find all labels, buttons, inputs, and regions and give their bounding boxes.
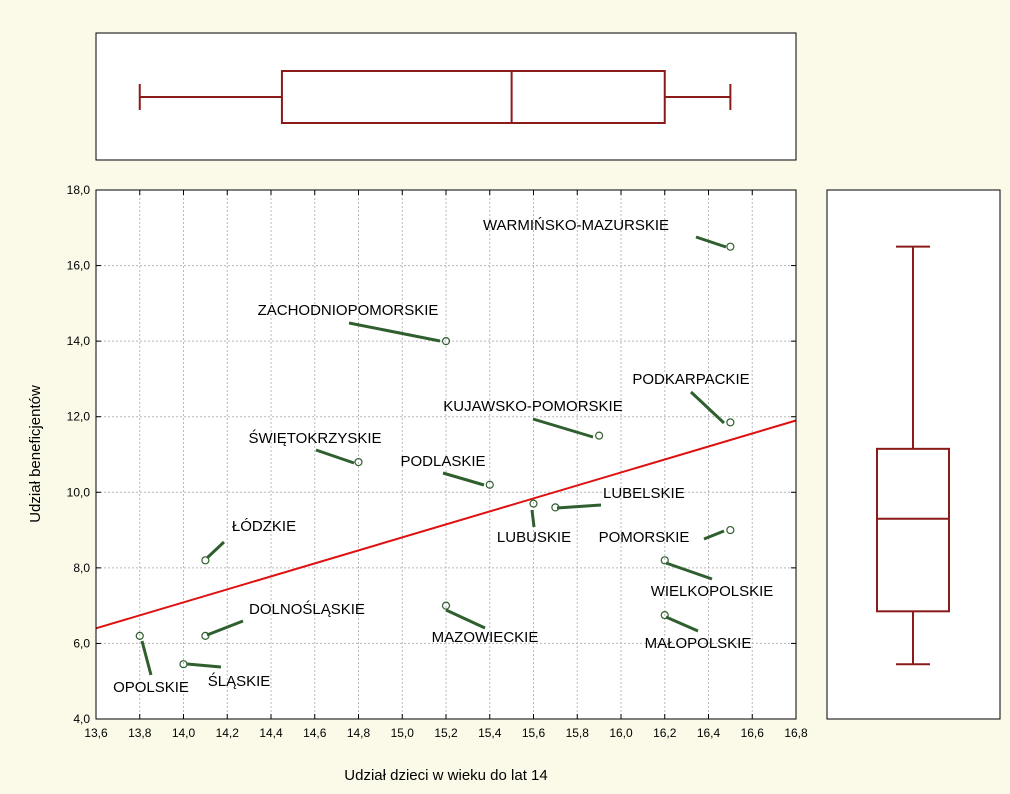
- data-point: [595, 431, 604, 440]
- leader-line: [205, 540, 226, 560]
- data-points: [135, 242, 735, 669]
- point-label: WARMIŃSKO-MAZURSKIE: [483, 217, 669, 234]
- leader-line: [532, 417, 594, 439]
- data-point: [135, 631, 144, 640]
- y-axis-label: Udział beneficjentów: [27, 385, 44, 523]
- x-tick-label: 14,4: [259, 726, 283, 740]
- point-label: LUBELSKIE: [603, 485, 685, 502]
- point-label: MAZOWIECKIE: [432, 629, 539, 646]
- point-label: POMORSKIE: [599, 529, 690, 546]
- x-axis-ticks: 13,6 13,8 14,0 14,2 14,4 14,6 14,8 15,0 15,2 15,4…: [84, 190, 808, 740]
- leader-line: [530, 509, 536, 528]
- data-point: [354, 457, 363, 467]
- y-tick-label: 4,0: [73, 712, 90, 726]
- data-point: [660, 556, 669, 565]
- x-tick-label: 16,8: [784, 726, 808, 740]
- point-label: ŚLĄSKIE: [208, 672, 271, 690]
- data-point: [179, 660, 188, 669]
- x-tick-label: 13,6: [84, 726, 108, 740]
- leader-line: [348, 321, 441, 343]
- y-tick-label: 12,0: [67, 410, 91, 424]
- y-tick-label: 6,0: [73, 636, 90, 650]
- top-box-iqr: [280, 70, 666, 124]
- leader-line: [186, 662, 222, 669]
- y-tick-label: 18,0: [67, 183, 91, 197]
- right-boxplot: [876, 245, 950, 666]
- point-labels: WARMIŃSKO-MAZURSKIE ZACHODNIOPOMORSKIE POD…: [113, 217, 773, 696]
- leader-line: [556, 503, 602, 510]
- data-point: [726, 525, 735, 535]
- y-tick-label: 8,0: [73, 561, 90, 575]
- x-tick-label: 16,2: [653, 726, 677, 740]
- point-label: MAŁOPOLSKIE: [645, 635, 752, 652]
- leader-line: [442, 471, 485, 487]
- data-point: [726, 418, 735, 427]
- x-tick-label: 14,6: [303, 726, 327, 740]
- point-label: KUJAWSKO-POMORSKIE: [443, 398, 622, 415]
- regression-line: [95, 419, 797, 630]
- x-tick-label: 15,4: [478, 726, 502, 740]
- y-tick-label: 10,0: [67, 485, 91, 499]
- leader-line: [206, 619, 244, 637]
- right-boxplot-panel: [826, 189, 1001, 720]
- right-box-iqr: [876, 447, 950, 613]
- x-tick-label: 15,0: [391, 726, 415, 740]
- leader-line: [689, 390, 726, 425]
- y-tick-label: 16,0: [67, 259, 91, 273]
- scatter-panel: WARMIŃSKO-MAZURSKIE ZACHODNIOPOMORSKIE POD…: [67, 183, 808, 740]
- point-label: LUBUSKIE: [497, 529, 571, 546]
- leader-line: [665, 615, 699, 633]
- leader-line: [695, 235, 727, 249]
- leader-lines: [140, 235, 727, 676]
- point-label: WIELKOPOLSKIE: [651, 583, 774, 600]
- x-tick-label: 14,0: [172, 726, 196, 740]
- leader-line: [703, 529, 725, 541]
- x-tick-label: 16,6: [741, 726, 765, 740]
- grid: [96, 190, 796, 719]
- leader-line: [445, 608, 486, 630]
- point-label: PODLASKIE: [400, 453, 485, 470]
- x-tick-label: 13,8: [128, 726, 152, 740]
- top-boxplot: [138, 70, 732, 124]
- leader-line: [665, 561, 713, 581]
- y-axis-ticks: 4,0 6,0 8,0 10,0 12,0 14,0 16,0 18,0: [67, 183, 796, 726]
- x-tick-label: 15,6: [522, 726, 546, 740]
- data-point: [201, 556, 210, 565]
- point-label: ŁÓDZKIE: [232, 518, 296, 535]
- leader-line: [140, 640, 153, 676]
- data-point: [441, 601, 451, 610]
- x-tick-label: 16,4: [697, 726, 721, 740]
- point-label: OPOLSKIE: [113, 679, 189, 696]
- leader-line: [315, 448, 355, 465]
- data-point: [551, 503, 560, 512]
- data-point: [441, 337, 451, 346]
- data-point: [660, 610, 669, 620]
- data-point: [726, 242, 735, 251]
- x-tick-label: 16,0: [609, 726, 633, 740]
- point-label: ZACHODNIOPOMORSKIE: [258, 302, 439, 319]
- point-label: ŚWIĘTOKRZYSKIE: [248, 429, 381, 447]
- point-label: PODKARPACKIE: [632, 371, 749, 388]
- fit-line-group: [95, 419, 797, 630]
- x-tick-label: 14,2: [216, 726, 240, 740]
- point-label: DOLNOŚLĄSKIE: [249, 600, 365, 618]
- x-tick-label: 15,2: [434, 726, 458, 740]
- x-tick-label: 15,8: [566, 726, 590, 740]
- y-tick-label: 14,0: [67, 334, 91, 348]
- x-axis-label: Udział dzieci w wieku do lat 14: [344, 767, 547, 784]
- top-boxplot-panel: [95, 32, 797, 161]
- data-point: [529, 499, 538, 508]
- x-tick-label: 14,8: [347, 726, 371, 740]
- data-point: [485, 480, 494, 489]
- data-point: [201, 631, 210, 640]
